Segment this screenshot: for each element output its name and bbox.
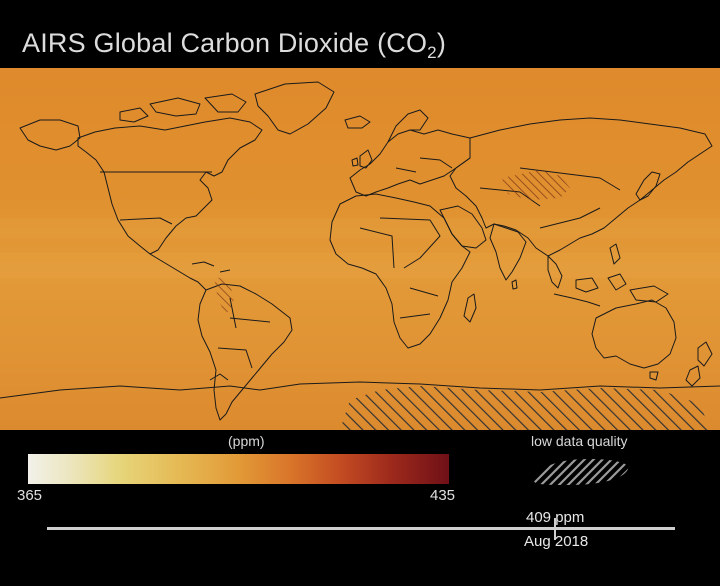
map-background	[0, 68, 720, 430]
south-america-outline	[197, 283, 293, 421]
central-america-outline	[149, 253, 207, 291]
color-scale-bar	[28, 454, 449, 484]
low-quality-region-antarctica	[340, 386, 710, 430]
timeline-marker[interactable]	[554, 518, 556, 540]
current-co2-value: 409 ppm	[526, 509, 585, 526]
japan-outline	[635, 171, 661, 201]
low-data-quality-swatch	[534, 459, 629, 485]
color-scale-min: 365	[17, 487, 43, 504]
timeline-bar[interactable]	[47, 527, 675, 530]
iceland-outline	[344, 115, 371, 129]
arabia-outline	[439, 205, 487, 249]
north-america-outline	[77, 117, 263, 255]
low-quality-region-andes	[214, 276, 234, 314]
greenland-outline	[254, 81, 335, 135]
title-formula: (CO2)	[377, 28, 447, 62]
indonesia-outline	[553, 293, 601, 307]
madagascar-outline	[463, 293, 477, 323]
current-date: Aug 2018	[524, 533, 589, 550]
color-scale-max: 435	[430, 487, 456, 504]
legend-unit-label: (ppm)	[228, 433, 265, 449]
title-text: AIRS Global Carbon Dioxide	[22, 28, 370, 58]
alaska-outline	[19, 119, 81, 151]
africa-outline	[329, 193, 471, 349]
new-zealand-outline	[697, 341, 713, 367]
low-data-quality-label: low data quality	[531, 433, 628, 449]
australia-outline	[591, 299, 677, 369]
co2-world-map	[0, 68, 720, 430]
india-outline	[489, 223, 527, 281]
antarctica-outline	[0, 381, 720, 399]
asia-outline	[449, 117, 713, 257]
british-isles-outline	[359, 149, 373, 169]
page-title: AIRS Global Carbon Dioxide (CO2)	[22, 28, 446, 63]
low-quality-region-tibet	[502, 170, 570, 200]
